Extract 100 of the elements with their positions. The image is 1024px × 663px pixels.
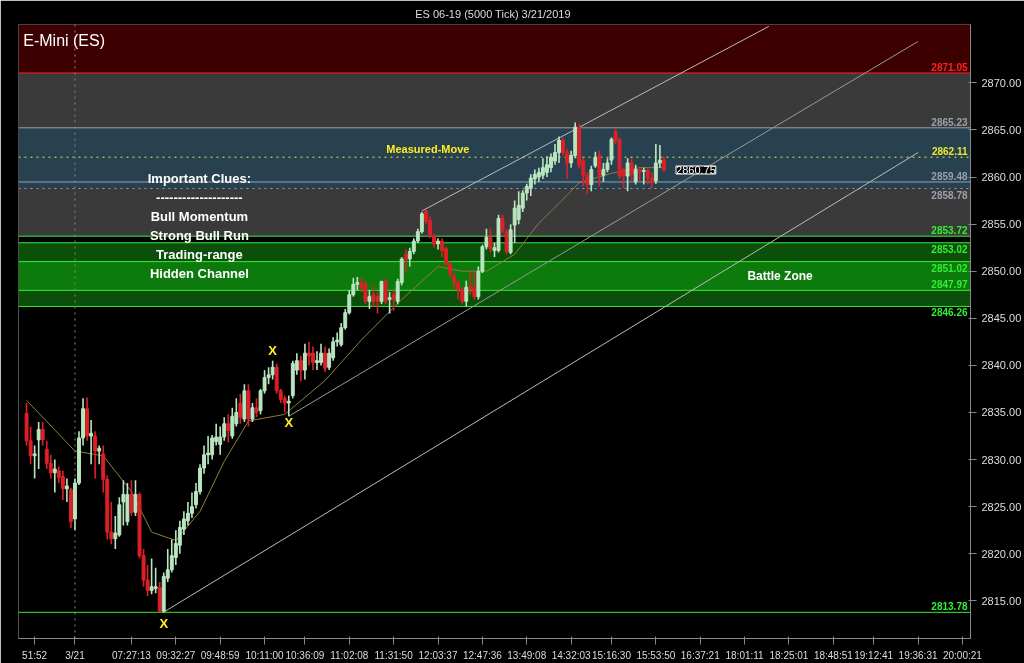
chart-subtitle: ES 06-19 (5000 Tick) 3/21/2019 bbox=[415, 7, 571, 20]
candlestick bbox=[157, 581, 162, 614]
x-tick-label: 10:36:09 bbox=[285, 649, 325, 661]
candlestick bbox=[367, 289, 372, 310]
candlestick bbox=[133, 479, 138, 517]
y-tick-label: 2840.00 bbox=[981, 359, 1022, 372]
x-tick-label: 09:48:59 bbox=[200, 649, 241, 661]
candlestick bbox=[60, 470, 65, 501]
y-tick-label: 2825.00 bbox=[981, 500, 1022, 513]
ref-line-label: 2858.78 bbox=[931, 189, 968, 201]
candlestick bbox=[89, 419, 94, 466]
candlestick bbox=[403, 248, 408, 274]
x-tick-label: 16:37:21 bbox=[680, 649, 721, 661]
ref-line-label: 2853.02 bbox=[931, 243, 968, 255]
x-tick-label: 15:16:30 bbox=[592, 649, 632, 661]
candlestick bbox=[557, 135, 561, 164]
y-tick-label: 2865.00 bbox=[981, 123, 1022, 136]
chart-title: E-Mini (ES) bbox=[23, 31, 106, 49]
annotation: Important Clues: bbox=[147, 170, 252, 186]
x-tick-label: 19:12:41 bbox=[854, 649, 894, 661]
candlestick bbox=[629, 157, 634, 183]
y-tick-label: 2820.00 bbox=[981, 547, 1022, 560]
x-tick-label: 11:02:08 bbox=[330, 649, 369, 661]
candlestick bbox=[653, 143, 658, 185]
x-tick-label: 12:03:37 bbox=[418, 649, 458, 661]
x-tick-label: 3/21 bbox=[65, 649, 86, 661]
candlestick bbox=[464, 279, 469, 308]
ref-line-label: 2865.23 bbox=[931, 116, 968, 128]
candlestick bbox=[40, 421, 45, 447]
candlestick bbox=[516, 190, 521, 225]
x-tick-label: 19:36:31 bbox=[898, 649, 938, 661]
candlestick bbox=[64, 477, 69, 503]
candlestick bbox=[153, 567, 158, 595]
band-label: Battle Zone bbox=[747, 268, 814, 283]
candlestick bbox=[637, 166, 642, 183]
candlestick bbox=[641, 166, 646, 186]
x-tick-label: 15:53:50 bbox=[636, 649, 676, 661]
annotation: Trading-range bbox=[156, 246, 243, 262]
candlestick bbox=[250, 402, 255, 423]
annotation: X bbox=[159, 615, 169, 631]
y-tick-label: 2815.00 bbox=[981, 594, 1022, 607]
annotation: Bull Momentum bbox=[150, 208, 249, 224]
candlestick bbox=[363, 279, 368, 305]
candlestick bbox=[226, 413, 231, 444]
candlestick bbox=[589, 164, 594, 192]
candlestick bbox=[298, 355, 303, 383]
candlestick bbox=[311, 345, 315, 371]
y-tick-label: 2860.00 bbox=[981, 171, 1022, 184]
candlestick bbox=[230, 406, 235, 440]
candlestick bbox=[383, 277, 388, 305]
candlestick bbox=[323, 345, 328, 373]
x-tick-label: 10:11:00 bbox=[245, 649, 285, 661]
ref-line-label: 2862.11 bbox=[931, 146, 968, 158]
x-tick-label: 11:31:50 bbox=[374, 649, 414, 661]
candlestick bbox=[387, 291, 392, 315]
candlestick bbox=[488, 228, 493, 254]
candlestick bbox=[52, 458, 57, 494]
ref-line-label: 2847.97 bbox=[931, 279, 968, 291]
candlestick bbox=[315, 350, 319, 371]
x-tick-label: 20:00:21 bbox=[942, 649, 983, 661]
annotation: Measured-Move bbox=[386, 143, 470, 156]
candlestick bbox=[149, 557, 154, 596]
candlestick bbox=[129, 479, 134, 517]
y-tick-label: 2870.00 bbox=[981, 76, 1022, 89]
candlestick bbox=[254, 397, 259, 418]
ref-line-label: 2859.48 bbox=[931, 170, 968, 182]
x-tick-label: 18:25:01 bbox=[769, 649, 809, 661]
candlestick bbox=[633, 164, 638, 186]
x-tick-label: 12:47:36 bbox=[462, 649, 503, 661]
x-tick-label: 51:52 bbox=[22, 649, 48, 661]
candlestick bbox=[286, 394, 291, 418]
y-tick-label: 2845.00 bbox=[981, 312, 1022, 325]
ref-line-label: 2853.72 bbox=[931, 225, 968, 237]
y-tick-label: 2855.00 bbox=[981, 218, 1022, 231]
x-tick-label: 13:49:08 bbox=[507, 649, 547, 661]
x-tick-label: 09:32:27 bbox=[156, 649, 196, 661]
annotation: Hidden Channel bbox=[149, 265, 249, 281]
candlestick bbox=[540, 157, 545, 180]
ref-line-label: 2851.02 bbox=[931, 262, 968, 274]
candlestick bbox=[601, 162, 606, 183]
x-tick-label: 18:01:11 bbox=[725, 649, 765, 661]
x-tick-label: 18:48:51 bbox=[813, 649, 854, 661]
candlestick bbox=[375, 291, 380, 315]
candlestick bbox=[468, 270, 473, 296]
candlestick bbox=[270, 359, 275, 381]
annotation: X bbox=[268, 342, 278, 358]
y-tick-label: 2850.00 bbox=[981, 265, 1022, 278]
candlestick bbox=[238, 392, 243, 425]
y-tick-label: 2830.00 bbox=[981, 453, 1022, 466]
candlestick bbox=[306, 341, 311, 367]
candlestick bbox=[597, 149, 602, 188]
annotation: X bbox=[284, 415, 294, 431]
x-tick-label: 14:32:03 bbox=[551, 649, 592, 661]
candlestick bbox=[391, 289, 396, 312]
ref-line-label: 2846.26 bbox=[931, 307, 968, 319]
ref-line-label: 2871.05 bbox=[931, 62, 968, 73]
y-tick-label: 2835.00 bbox=[981, 406, 1022, 419]
x-tick-label: 07:27:13 bbox=[111, 649, 152, 661]
candlestick bbox=[472, 270, 477, 301]
candlestick bbox=[528, 173, 533, 197]
